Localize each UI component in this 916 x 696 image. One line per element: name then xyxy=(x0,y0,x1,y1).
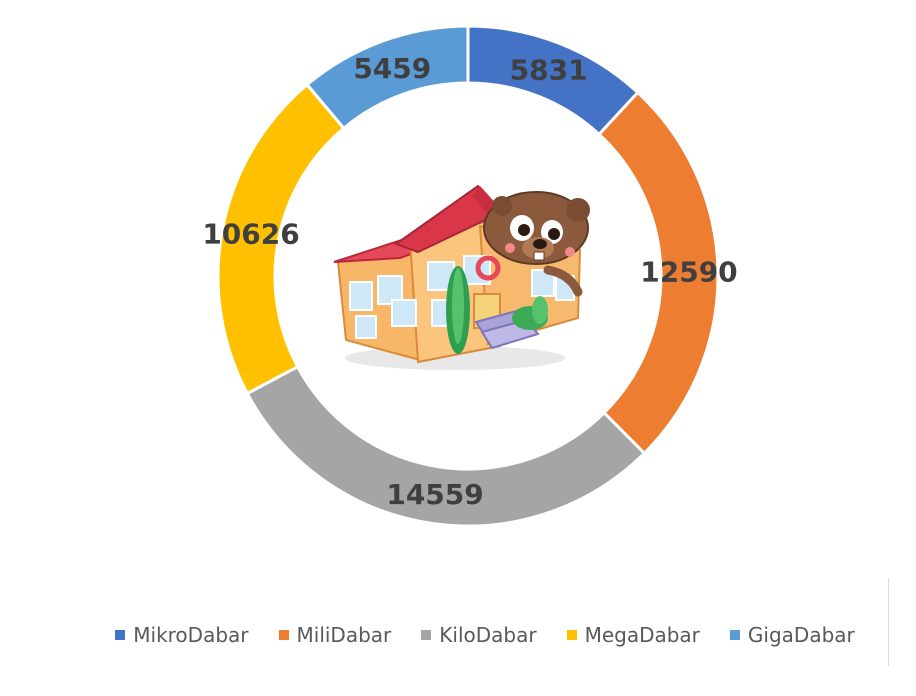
legend-item-milidabar: MiliDabar xyxy=(278,623,392,647)
data-label-kilodabar: 14559 xyxy=(386,478,483,511)
data-label-gigadabar: 5459 xyxy=(353,52,431,85)
legend-swatch xyxy=(729,630,740,640)
school-beaver-illustration xyxy=(333,184,590,370)
legend-swatch xyxy=(115,630,126,640)
chart-legend: MikroDabar MiliDabar KiloDabar MegaDabar Gig… xyxy=(90,620,880,650)
legend-label: MegaDabar xyxy=(584,623,700,647)
legend-item-megadabar: MegaDabar xyxy=(566,623,700,647)
legend-item-kilodabar: KiloDabar xyxy=(421,623,537,647)
doughnut-slices xyxy=(216,24,720,528)
legend-label: MiliDabar xyxy=(296,623,392,647)
data-label-megadabar: 10626 xyxy=(202,217,299,250)
chart-frame-edge xyxy=(888,578,889,666)
legend-label: MikroDabar xyxy=(133,623,249,647)
data-label-mikrodabar: 5831 xyxy=(510,54,588,87)
data-label-milidabar: 12590 xyxy=(640,256,737,289)
legend-item-gigadabar: GigaDabar xyxy=(729,623,855,647)
data-labels: 5831 12590 14559 10626 5459 xyxy=(202,52,737,511)
legend-item-mikrodabar: MikroDabar xyxy=(115,623,249,647)
slice-gigadabar xyxy=(305,24,470,131)
legend-swatch xyxy=(278,630,289,640)
legend-label: GigaDabar xyxy=(747,623,855,647)
legend-swatch xyxy=(421,630,432,640)
legend-label: KiloDabar xyxy=(439,623,537,647)
legend-swatch xyxy=(566,630,577,640)
